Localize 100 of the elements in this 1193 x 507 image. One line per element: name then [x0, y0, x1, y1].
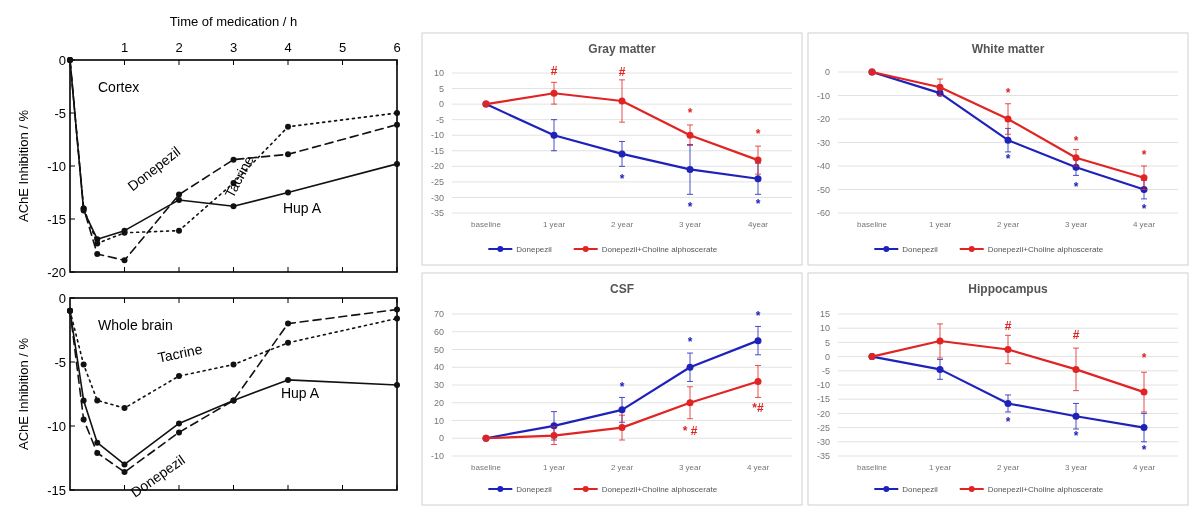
legend-label: Donepezil+Choline alphoscerate	[601, 244, 718, 254]
x-tick-label: 2 year	[610, 220, 634, 229]
y-tick-label: -10	[816, 90, 830, 101]
y-tick-label: -10	[816, 380, 830, 391]
y-tick-label: 10	[433, 68, 444, 79]
y-tick-label: -20	[816, 408, 830, 419]
series-label: Hup A	[280, 384, 320, 401]
annotation: *	[1141, 442, 1147, 457]
annotation: #	[550, 64, 558, 79]
x-tick-label: 1 year	[542, 463, 566, 472]
y-tick-label: -35	[430, 208, 444, 219]
y-tick-label: -30	[430, 192, 444, 203]
legend-label: Donepezil	[516, 244, 553, 254]
y-tick-label: 0	[58, 52, 66, 68]
x-tick-label: 4 year	[1132, 220, 1156, 229]
x-tick-label: baseline	[857, 463, 888, 472]
y-tick-label: -40	[816, 161, 830, 172]
annotation: *	[687, 335, 693, 350]
y-tick-label: 20	[433, 397, 444, 408]
x-tick-label: 3 year	[1064, 220, 1088, 229]
y-tick-label: 40	[433, 362, 444, 373]
annotation: *	[1141, 351, 1147, 366]
y-tick-label: -5	[821, 365, 830, 376]
y-tick-label: -10	[47, 418, 66, 434]
x-tick-label: 6	[393, 40, 401, 55]
annotation: *	[687, 106, 693, 121]
y-tick-label: 30	[433, 380, 444, 391]
chart-title: Gray matter	[588, 42, 657, 56]
y-tick-label: 5	[824, 337, 830, 348]
annotation: *	[755, 127, 761, 142]
y-tick-label: -15	[47, 482, 66, 498]
x-tick-label: 4year	[747, 220, 769, 229]
annotation: *	[1073, 133, 1079, 148]
annotation: Cortex	[98, 79, 140, 95]
y-tick-label: -60	[816, 208, 830, 219]
legend-label: Donepezil+Choline alphoscerate	[987, 244, 1104, 254]
annotation: *	[1141, 201, 1147, 216]
y-tick-label: -20	[430, 161, 444, 172]
annotation: *	[1073, 429, 1079, 444]
annotation: *	[1141, 147, 1147, 162]
y-tick-label: 0	[438, 99, 444, 110]
x-axis-title: Time of medication / h	[169, 14, 298, 29]
x-tick-label: baseline	[471, 463, 502, 472]
legend-label: Donepezil+Choline alphoscerate	[987, 484, 1104, 494]
y-tick-label: -5	[435, 114, 444, 125]
x-tick-label: 5	[338, 40, 347, 55]
x-tick-label: 3 year	[678, 220, 702, 229]
y-tick-label: 60	[433, 326, 444, 337]
annotation: #	[618, 65, 626, 80]
annotation: *	[619, 172, 625, 187]
annotation: *	[755, 308, 761, 323]
annotation: *	[1005, 86, 1011, 101]
annotation: *	[1005, 152, 1011, 167]
x-tick-label: 4 year	[1132, 463, 1156, 472]
y-tick-label: 15	[819, 309, 830, 320]
x-tick-label: 1	[120, 40, 129, 55]
y-tick-label: -15	[47, 211, 66, 227]
annotation: *#	[752, 400, 764, 415]
series-label: Hup A	[282, 199, 322, 216]
x-tick-label: baseline	[471, 220, 502, 229]
annotation: *	[1073, 180, 1079, 195]
y-axis-title: AChE Inhibition / %	[16, 109, 31, 223]
y-tick-label: 0	[824, 67, 830, 78]
y-tick-label: -15	[430, 145, 444, 156]
legend-label: Donepezil+Choline alphoscerate	[601, 484, 718, 494]
y-tick-label: -25	[430, 177, 444, 188]
x-tick-label: 4 year	[746, 463, 770, 472]
chart-title: White matter	[971, 42, 1045, 56]
text: Tacrine	[156, 340, 204, 366]
y-tick-label: -50	[816, 184, 830, 195]
y-tick-label: -5	[54, 105, 66, 121]
y-tick-label: 0	[58, 290, 66, 306]
y-tick-label: 10	[433, 415, 444, 426]
annotation: *	[687, 199, 693, 214]
y-tick-label: -25	[816, 422, 830, 433]
legend-label: Donepezil	[902, 484, 939, 494]
y-tick-label: -30	[816, 436, 830, 447]
x-tick-label: 2 year	[996, 220, 1020, 229]
annotation: * #	[682, 423, 698, 438]
x-tick-label: 4	[284, 40, 292, 55]
y-tick-label: 5	[438, 83, 444, 94]
y-tick-label: -20	[47, 264, 66, 280]
y-tick-label: -10	[430, 130, 444, 141]
y-tick-label: 0	[824, 351, 830, 362]
x-tick-label: 1 year	[928, 220, 952, 229]
annotation: *	[755, 196, 761, 211]
y-tick-label: -20	[816, 114, 830, 125]
y-tick-label: -10	[430, 451, 444, 462]
x-tick-label: 3	[229, 40, 238, 55]
x-tick-label: 2 year	[610, 463, 634, 472]
y-tick-label: 50	[433, 344, 444, 355]
x-tick-label: 3 year	[1064, 463, 1088, 472]
chart-title: CSF	[610, 282, 634, 296]
x-tick-label: 1 year	[928, 463, 952, 472]
y-tick-label: 70	[433, 309, 444, 320]
y-tick-label: 10	[819, 323, 830, 334]
x-tick-label: 2	[175, 40, 183, 55]
x-tick-label: 3 year	[678, 463, 702, 472]
y-tick-label: -10	[47, 158, 66, 174]
x-tick-label: baseline	[857, 220, 888, 229]
